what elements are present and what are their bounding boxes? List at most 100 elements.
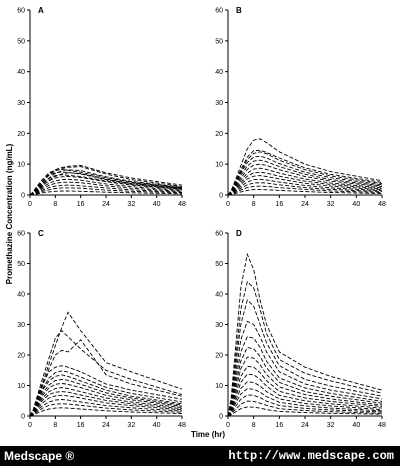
x-tick-label-b: 40 [352,201,360,208]
x-axis-label: Time (hr) [191,430,225,439]
y-tick-label-b: 30 [215,100,223,107]
y-tick-label-a: 40 [17,69,25,76]
series-line-b-13 [227,188,383,196]
series-line-b-12 [227,185,383,196]
panel-label-a: A [38,6,44,15]
x-tick-label-c: 48 [178,422,186,429]
series-line-b-10 [227,178,383,196]
y-tick-label-c: 10 [17,383,25,390]
series-line-c-12 [29,399,183,417]
series-line-b-7 [227,167,383,196]
x-tick-label-b: 48 [378,201,386,208]
series-line-b-11 [227,182,383,196]
series-line-b-4 [227,155,383,196]
series-line-d-9 [227,373,383,417]
series-line-a-3 [29,168,183,196]
series-line-a-13 [29,190,183,196]
x-tick-label-c: 16 [77,422,85,429]
y-tick-label-c: 60 [17,231,25,238]
y-tick-label-d: 60 [215,231,223,238]
series-line-b-6 [227,163,383,196]
y-tick-label-c: 0 [21,414,25,421]
y-tick-label-c: 30 [17,322,25,329]
series-line-b-3 [227,151,383,196]
series-line-c-8 [29,382,183,417]
y-tick-label-b: 10 [215,162,223,169]
series-line-d-6 [227,346,383,417]
series-line-b-5 [227,159,383,196]
y-tick-label-a: 0 [21,193,25,200]
x-tick-label-a: 0 [28,201,32,208]
x-tick-label-a: 16 [77,201,85,208]
x-tick-label-b: 24 [301,201,309,208]
x-tick-label-c: 32 [127,422,135,429]
series-line-d-10 [227,381,383,417]
y-tick-label-a: 30 [17,100,25,107]
panel-label-b: B [236,6,242,15]
y-tick-label-a: 10 [17,162,25,169]
x-tick-label-a: 24 [102,201,110,208]
x-tick-label-a: 8 [53,201,57,208]
series-line-c-11 [29,394,183,417]
series-line-d-13 [227,400,383,417]
series-line-d-3 [227,299,383,417]
x-tick-label-d: 40 [352,422,360,429]
series-line-c-13 [29,403,183,417]
series-line-c-4 [29,365,183,417]
series-line-a-12 [29,187,183,196]
x-tick-label-b: 32 [327,201,335,208]
medscape-brand: Medscape ® [4,449,75,463]
series-line-a-5 [29,171,183,196]
y-tick-label-c: 40 [17,292,25,299]
series-line-a-7 [29,174,183,196]
series-line-a-1 [29,164,183,196]
y-tick-label-d: 10 [215,383,223,390]
x-tick-label-d: 0 [226,422,230,429]
y-tick-label-b: 50 [215,38,223,45]
x-tick-label-a: 32 [127,201,135,208]
series-line-d-5 [227,336,383,417]
series-line-d-4 [227,320,383,417]
series-line-c-10 [29,391,183,417]
y-tick-label-c: 50 [17,261,25,268]
x-tick-label-c: 0 [28,422,32,429]
series-line-a-11 [29,184,183,196]
series-line-d-7 [227,356,383,417]
y-tick-label-d: 30 [215,322,223,329]
x-tick-label-b: 16 [275,201,283,208]
series-line-c-2 [29,329,183,417]
series-line-d-11 [227,388,383,417]
panel-a: 0 10 20 30 40 50 60 0 8 16 24 32 40 48 A [17,6,186,208]
series-line-d-2 [227,280,383,417]
y-tick-label-a: 50 [17,38,25,45]
medscape-url[interactable]: http://www.medscape.com [228,449,394,463]
x-tick-label-b: 0 [226,201,230,208]
y-tick-label-d: 40 [215,292,223,299]
series-line-d-12 [227,394,383,417]
x-tick-label-d: 8 [252,422,256,429]
x-tick-label-a: 48 [178,201,186,208]
y-tick-label-c: 20 [17,353,25,360]
x-tick-label-d: 48 [378,422,386,429]
series-line-a-9 [29,178,183,196]
series-line-d-14 [227,406,383,417]
footer-bar: Medscape ® http://www.medscape.com [0,446,400,466]
series-line-c-14 [29,407,183,417]
series-line-d-1 [227,252,383,417]
y-tick-label-b: 0 [219,193,223,200]
series-line-c-9 [29,387,183,417]
x-tick-label-d: 32 [327,422,335,429]
series-line-c-6 [29,374,183,417]
panel-d: 0 10 20 30 40 50 60 0 8 16 24 32 40 48 D [215,229,386,429]
y-tick-label-d: 20 [215,353,223,360]
x-tick-label-d: 24 [301,422,309,429]
series-line-b-9 [227,175,383,196]
y-tick-label-a: 60 [17,8,25,15]
y-tick-label-a: 20 [17,131,25,138]
panel-label-d: D [236,229,242,238]
x-tick-label-a: 40 [153,201,161,208]
panel-c: 0 10 20 30 40 50 60 0 8 16 24 32 40 48 C [17,229,186,429]
y-tick-label-d: 50 [215,261,223,268]
